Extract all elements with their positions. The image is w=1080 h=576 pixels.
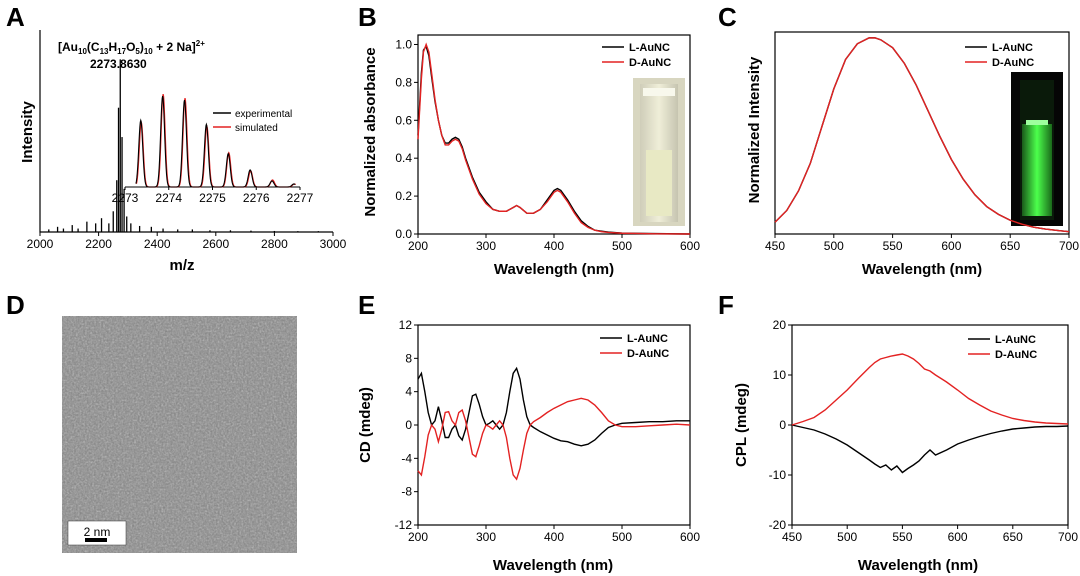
plot-frame xyxy=(774,31,1070,235)
y-axis-label: CD (mdeg) xyxy=(357,387,374,463)
panel-label-e: E xyxy=(358,290,375,320)
y-axis-label: Intensity xyxy=(19,101,36,163)
inset-x-tick-label: 2273 xyxy=(112,191,139,205)
x-tick-label: 200 xyxy=(408,239,428,253)
cuvette-photo-green xyxy=(1011,72,1063,226)
x-axis-label: Wavelength (nm) xyxy=(862,261,982,278)
panel-label-b: B xyxy=(358,2,377,32)
panel-label-a: A xyxy=(6,2,25,32)
panel-label-d: D xyxy=(6,290,25,320)
inset-legend-label: experimental xyxy=(235,109,292,120)
inset-experimental-line xyxy=(135,95,296,188)
x-tick-label: 2800 xyxy=(261,237,288,251)
x-axis-label: m/z xyxy=(169,257,194,274)
series-line-d-aunc xyxy=(417,397,691,481)
x-tick-label: 650 xyxy=(1000,239,1020,253)
inset-x-tick-label: 2274 xyxy=(155,191,182,205)
legend-label: D-AuNC xyxy=(992,57,1034,69)
inset-x-tick-label: 2276 xyxy=(243,191,270,205)
panel-label-f: F xyxy=(718,290,734,320)
scalebar xyxy=(85,538,107,542)
panel-label-c: C xyxy=(718,2,737,32)
x-axis-label: Wavelength (nm) xyxy=(858,557,978,574)
y-tick-label: 0.6 xyxy=(395,113,412,127)
series-line-d-aunc xyxy=(417,42,691,235)
panel-b-absorbance: Normalized absorbance Wavelength (nm) 20… xyxy=(362,34,700,278)
x-tick-label: 550 xyxy=(883,239,903,253)
y-tick-label: 20 xyxy=(773,318,787,332)
x-axis-label: Wavelength (nm) xyxy=(493,557,613,574)
panel-f-cpl: CPL (mdeg) Wavelength (nm) 450 500 550 600 6… xyxy=(733,318,1078,574)
x-tick-label: 500 xyxy=(837,530,857,544)
y-tick-label: 0.4 xyxy=(395,151,412,165)
x-tick-label: 700 xyxy=(1058,530,1078,544)
x-tick-label: 300 xyxy=(476,530,496,544)
y-tick-label: 12 xyxy=(399,318,413,332)
x-axis-label: Wavelength (nm) xyxy=(494,261,614,278)
x-tick-label: 600 xyxy=(948,530,968,544)
y-tick-label: 0.8 xyxy=(395,75,412,89)
x-tick-label: 600 xyxy=(680,530,700,544)
y-tick-label: 1.0 xyxy=(395,37,412,51)
x-tick-label: 500 xyxy=(824,239,844,253)
inset-x-tick-label: 2275 xyxy=(199,191,226,205)
x-tick-label: 450 xyxy=(782,530,802,544)
y-tick-label: 10 xyxy=(773,368,787,382)
formula-annotation: [Au10(C13H17O5)10 + 2 Na]2+ xyxy=(58,39,205,56)
x-tick-label: 300 xyxy=(476,239,496,253)
y-axis-label: Normalized Intensity xyxy=(746,56,763,203)
x-tick-label: 400 xyxy=(544,239,564,253)
x-tick-label: 500 xyxy=(612,239,632,253)
legend-label: D-AuNC xyxy=(995,349,1037,361)
x-tick-label: 2400 xyxy=(144,237,171,251)
x-tick-label: 650 xyxy=(1003,530,1023,544)
legend-label: L-AuNC xyxy=(992,42,1033,54)
series-line-l-aunc xyxy=(791,424,1069,474)
y-tick-label: 0.0 xyxy=(395,227,412,241)
y-tick-label: 4 xyxy=(405,385,412,399)
series-line-d-aunc xyxy=(791,353,1069,426)
x-tick-label: 2200 xyxy=(85,237,112,251)
x-tick-label: 3000 xyxy=(320,237,347,251)
inset-legend-label: simulated xyxy=(235,123,278,134)
x-tick-label: 450 xyxy=(765,239,785,253)
legend-label: D-AuNC xyxy=(627,348,669,360)
x-tick-label: 200 xyxy=(408,530,428,544)
scalebar-label: 2 nm xyxy=(84,525,111,539)
y-tick-label: -10 xyxy=(769,468,787,482)
y-axis-label: CPL (mdeg) xyxy=(733,383,750,467)
y-tick-label: 0 xyxy=(405,418,412,432)
y-tick-label: 8 xyxy=(405,351,412,365)
x-tick-label: 600 xyxy=(680,239,700,253)
x-tick-label: 500 xyxy=(612,530,632,544)
panel-d-tem-image: 2 nm xyxy=(62,316,297,553)
legend-label: L-AuNC xyxy=(627,333,668,345)
x-tick-label: 600 xyxy=(941,239,961,253)
y-tick-label: -8 xyxy=(401,485,412,499)
legend-label: L-AuNC xyxy=(995,334,1036,346)
x-tick-label: 2600 xyxy=(202,237,229,251)
x-tick-label: 2000 xyxy=(27,237,54,251)
mass-annotation: 2273.8630 xyxy=(90,57,147,71)
y-tick-label: -20 xyxy=(769,518,787,532)
y-tick-label: -12 xyxy=(395,518,413,532)
cuvette-photo-yellow xyxy=(633,78,685,226)
inset-x-tick-label: 2277 xyxy=(287,191,314,205)
x-tick-label: 550 xyxy=(892,530,912,544)
legend-label: D-AuNC xyxy=(629,57,671,69)
panel-e-cd: CD (mdeg) Wavelength (nm) 200 300 400 500 60… xyxy=(357,318,700,574)
legend-label: L-AuNC xyxy=(629,42,670,54)
y-tick-label: -4 xyxy=(401,451,412,465)
tem-texture xyxy=(62,316,297,553)
panel-c-emission: Normalized Intensity Wavelength (nm) 450… xyxy=(746,31,1079,278)
x-tick-label: 400 xyxy=(544,530,564,544)
y-tick-label: 0 xyxy=(779,418,786,432)
series-line-l-aunc xyxy=(417,366,690,447)
x-tick-label: 700 xyxy=(1059,239,1079,253)
y-axis-label: Normalized absorbance xyxy=(362,47,379,216)
panel-a-mass-spectrum: [Au10(C13H17O5)10 + 2 Na]2+ 2273.8630 In… xyxy=(19,30,347,274)
y-tick-label: 0.2 xyxy=(395,189,412,203)
series-line-d-aunc xyxy=(774,37,1070,233)
